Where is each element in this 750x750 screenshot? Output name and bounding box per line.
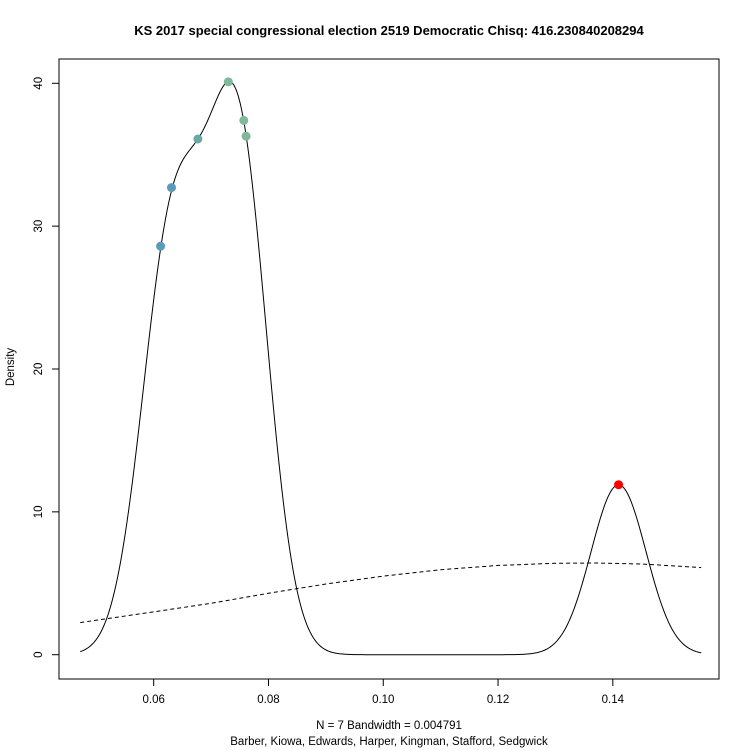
data-point: [223, 77, 233, 87]
x-tick-label: 0.08: [257, 694, 279, 706]
x-tick-label: 0.10: [372, 694, 394, 706]
data-points: [156, 77, 624, 490]
x-tick-label: 0.14: [602, 694, 625, 706]
density-curve: [80, 80, 702, 656]
data-point: [156, 241, 166, 251]
y-tick-label: 20: [33, 363, 45, 376]
y-tick-label: 0: [33, 652, 45, 658]
data-point: [239, 115, 249, 125]
chart-title: KS 2017 special congressional election 2…: [134, 23, 644, 38]
y-tick-label: 10: [33, 505, 45, 518]
data-point: [241, 131, 251, 141]
y-axis-label: Density: [5, 348, 17, 387]
x-tick-label: 0.06: [143, 694, 165, 706]
x-axis-label-line1: N = 7 Bandwidth = 0.004791: [316, 720, 462, 732]
y-tick-label: 40: [33, 77, 45, 90]
y-tick-label: 30: [33, 220, 45, 233]
reference-curve: [80, 562, 702, 624]
x-tick-label: 0.12: [487, 694, 509, 706]
curves: [80, 80, 702, 656]
x-axis-label-line2: Barber, Kiowa, Edwards, Harper, Kingman,…: [230, 736, 548, 748]
data-point: [166, 183, 176, 193]
x-axis: 0.06 0.08 0.10 0.12 0.14: [143, 678, 625, 706]
y-axis: 0 10 20 30 40: [33, 77, 60, 658]
data-point: [614, 480, 624, 490]
data-point: [193, 134, 203, 144]
plot-area: [58, 58, 720, 680]
